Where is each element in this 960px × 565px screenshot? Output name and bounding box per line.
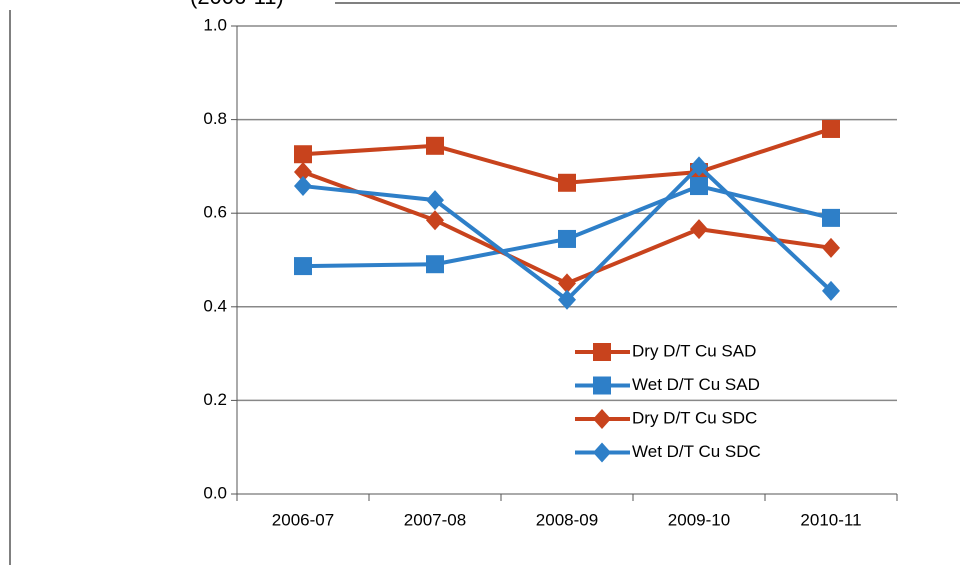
marker <box>822 280 840 301</box>
y-tick-label: 0.2 <box>203 390 227 409</box>
x-tick-label: 2010-11 <box>800 510 861 529</box>
legend-marker <box>593 343 611 361</box>
marker <box>426 210 444 231</box>
legend-marker <box>593 442 611 463</box>
legend-label: Wet D/T Cu SAD <box>632 375 760 394</box>
legend-marker <box>593 409 611 429</box>
x-tick-label: 2006-07 <box>272 510 334 529</box>
marker <box>690 219 708 240</box>
chart-title: (2006-11) <box>190 0 284 9</box>
marker <box>558 173 576 192</box>
marker <box>558 229 576 248</box>
marker <box>294 162 312 183</box>
marker <box>822 208 840 227</box>
legend-label: Dry D/T Cu SDC <box>632 408 757 427</box>
legend-marker <box>593 376 611 395</box>
marker <box>822 119 840 138</box>
y-tick-label: 0.0 <box>203 483 227 502</box>
marker <box>426 190 444 211</box>
marker <box>294 176 312 197</box>
marker <box>426 255 444 274</box>
y-tick-label: 0.4 <box>203 296 227 315</box>
series-line <box>302 183 832 269</box>
x-tick-label: 2009-10 <box>668 510 730 529</box>
marker <box>822 237 840 258</box>
marker <box>690 156 708 177</box>
marker <box>426 136 444 155</box>
y-tick-label: 1.0 <box>203 15 227 34</box>
marker <box>558 289 576 310</box>
marker <box>558 273 576 294</box>
y-tick-label: 0.6 <box>203 203 227 222</box>
marker <box>294 257 312 276</box>
legend-label: Wet D/T Cu SDC <box>632 442 761 461</box>
x-tick-label: 2007-08 <box>404 510 466 529</box>
y-tick-label: 0.8 <box>203 109 227 128</box>
x-tick-label: 2008-09 <box>536 510 598 529</box>
marker <box>294 145 312 164</box>
legend-label: Dry D/T Cu SAD <box>632 341 756 360</box>
marker <box>690 177 708 196</box>
